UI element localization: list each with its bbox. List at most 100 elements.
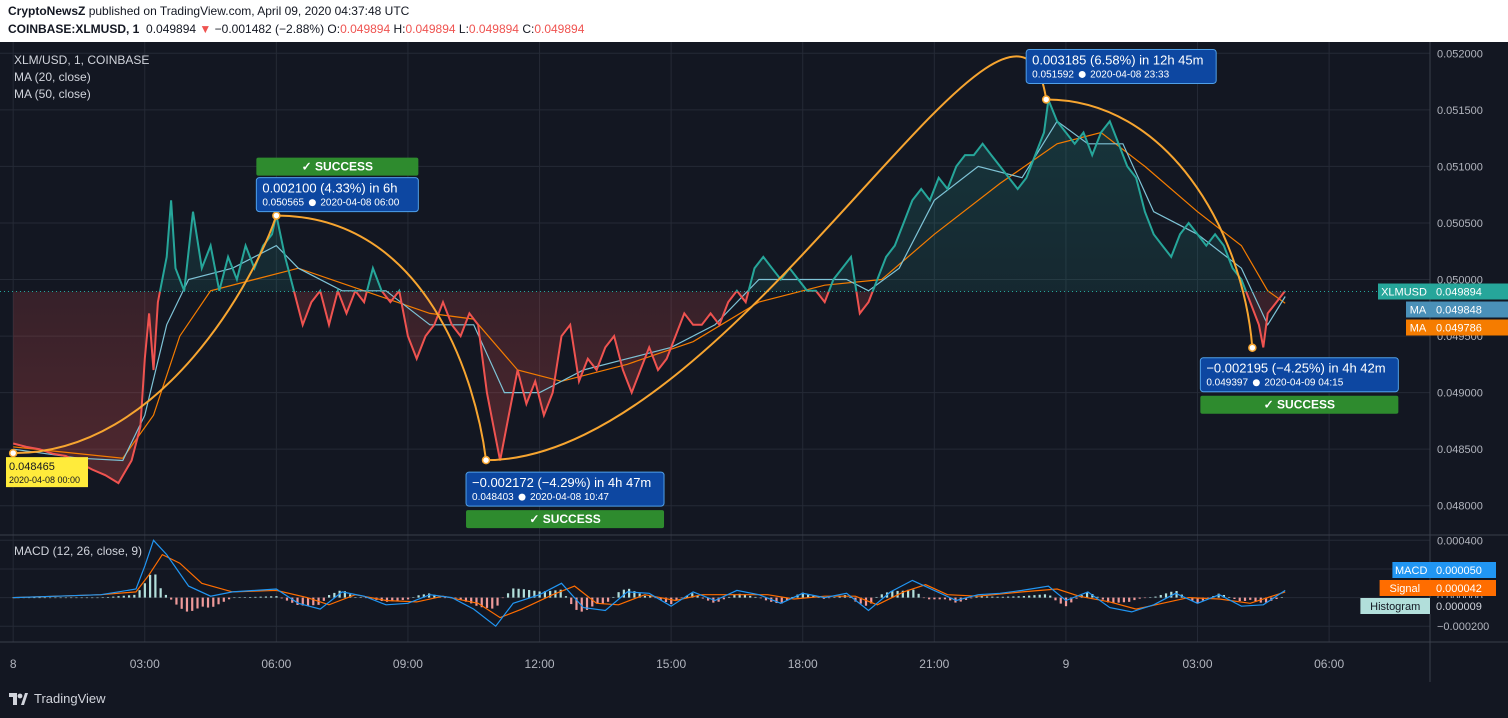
macd-tag-value-bg [1430, 580, 1496, 596]
histogram-bar [638, 593, 641, 598]
histogram-bar [391, 597, 394, 602]
histogram-bar [822, 597, 825, 599]
histogram-bar [891, 591, 894, 598]
histogram-bar [296, 597, 299, 606]
histogram-bar [1085, 592, 1089, 598]
time-axis-label: 21:00 [919, 657, 949, 671]
macd-axis-label: 0.000400 [1437, 535, 1483, 547]
annotation-date: 2020-04-08 23:33 [1090, 69, 1169, 80]
clock-icon [1252, 379, 1260, 387]
macd-tag-value: 0.000050 [1436, 565, 1482, 577]
histogram-bar [106, 597, 110, 598]
success-label: ✓ SUCCESS [1264, 398, 1335, 412]
projection-arc-4 [1046, 98, 1254, 348]
start-label-box [6, 457, 88, 488]
publisher-name[interactable]: CryptoNewsZ [8, 4, 86, 18]
histogram-bar [517, 588, 520, 598]
histogram-bar [817, 597, 820, 598]
histogram-bar [933, 597, 936, 600]
histogram-bar [754, 596, 757, 598]
histogram-bar [664, 597, 668, 603]
annotation-4: −0.002195 (−4.25%) in 4h 42m 0.049397 2020… [1199, 357, 1399, 414]
histogram-bar [1096, 596, 1099, 598]
histogram-bar [491, 597, 494, 609]
histogram-bar [596, 597, 599, 604]
time-axis-label: 15:00 [656, 657, 686, 671]
histogram-bar [1012, 596, 1015, 598]
projection-arc-3 [486, 55, 1048, 462]
tradingview-brand: TradingView [34, 691, 106, 706]
macd-tag-value-bg [1430, 598, 1496, 614]
histogram-bar [70, 597, 73, 599]
annotation-price: 0.048403 [472, 492, 514, 503]
clock-icon [308, 199, 316, 207]
histogram-bar [1217, 593, 1220, 598]
histogram-bar [591, 597, 594, 607]
histogram-bar [364, 597, 368, 599]
symbol-label: COINBASE:XLMUSD, 1 [8, 22, 140, 36]
price-axis-label: 0.051000 [1437, 161, 1483, 173]
histogram-bar [917, 593, 920, 598]
histogram-bar [833, 597, 836, 598]
success-badge [1200, 395, 1399, 414]
price-change: −0.001482 (−2.88%) [214, 22, 325, 36]
histogram-bar [859, 597, 862, 604]
histogram-bar [570, 597, 573, 605]
histogram-bar [643, 595, 647, 598]
legend-ma20: MA (20, close) [14, 70, 91, 84]
histogram-bar [949, 597, 952, 601]
histogram-bar [133, 594, 136, 598]
histogram-bar [728, 596, 731, 598]
histogram-bar [1191, 597, 1194, 601]
histogram-bar [659, 597, 662, 600]
histogram-bar [1275, 597, 1278, 600]
histogram-bar [1022, 596, 1026, 598]
histogram-bar [196, 597, 199, 609]
pivot-marker [481, 455, 491, 465]
histogram-bar [1238, 597, 1241, 602]
histogram-bar [243, 597, 246, 598]
histogram-bar [401, 597, 404, 601]
success-badge [256, 157, 419, 176]
histogram-bar [1017, 596, 1020, 598]
histogram-bar [264, 596, 268, 598]
histogram-bar [164, 594, 168, 598]
histogram-bar [80, 597, 83, 599]
histogram-bar [322, 597, 325, 601]
histogram-bar [880, 594, 883, 598]
pivot-marker [1248, 343, 1257, 352]
tradingview-logo[interactable]: TradingView [8, 691, 106, 706]
annotation-box [255, 177, 419, 213]
annotation-main: −0.002172 (−4.29%) in 4h 47m [472, 475, 651, 490]
histogram-bar [417, 595, 420, 598]
histogram-bar [412, 597, 415, 598]
annotation-main: 0.002100 (4.33%) in 6h [262, 181, 397, 196]
histogram-bar [1033, 595, 1036, 598]
histogram-bar [1075, 597, 1078, 599]
histogram-bar [775, 597, 778, 604]
annotation-box [1025, 48, 1217, 84]
histogram-bar [696, 595, 699, 598]
histogram-bar [980, 596, 983, 598]
histogram-bar [1007, 596, 1010, 598]
chart-canvas[interactable]: 0.002100 (4.33%) in 6h 0.050565 2020-04-08… [0, 42, 1508, 682]
histogram-bar [996, 596, 999, 598]
macd-tag-value-bg [1430, 562, 1496, 578]
price-tag-name-bg [1378, 283, 1430, 300]
histogram-bar [964, 597, 968, 600]
histogram-bar [543, 591, 547, 598]
macd-tag-name: MACD [1395, 565, 1427, 577]
histogram-bar [649, 595, 652, 598]
chart-area[interactable]: 0.002100 (4.33%) in 6h 0.050565 2020-04-08… [0, 42, 1508, 682]
histogram-bar [743, 594, 747, 598]
histogram-bar [801, 592, 804, 598]
histogram-bar [1038, 594, 1041, 598]
histogram-bar [1254, 597, 1257, 602]
histogram-bar [496, 597, 499, 606]
histogram-bar [206, 597, 210, 608]
area-above-baseline [13, 99, 1286, 292]
histogram-bar [485, 597, 489, 608]
histogram-bar [280, 597, 283, 599]
histogram-bar [27, 597, 31, 599]
histogram-bar [1243, 597, 1247, 601]
